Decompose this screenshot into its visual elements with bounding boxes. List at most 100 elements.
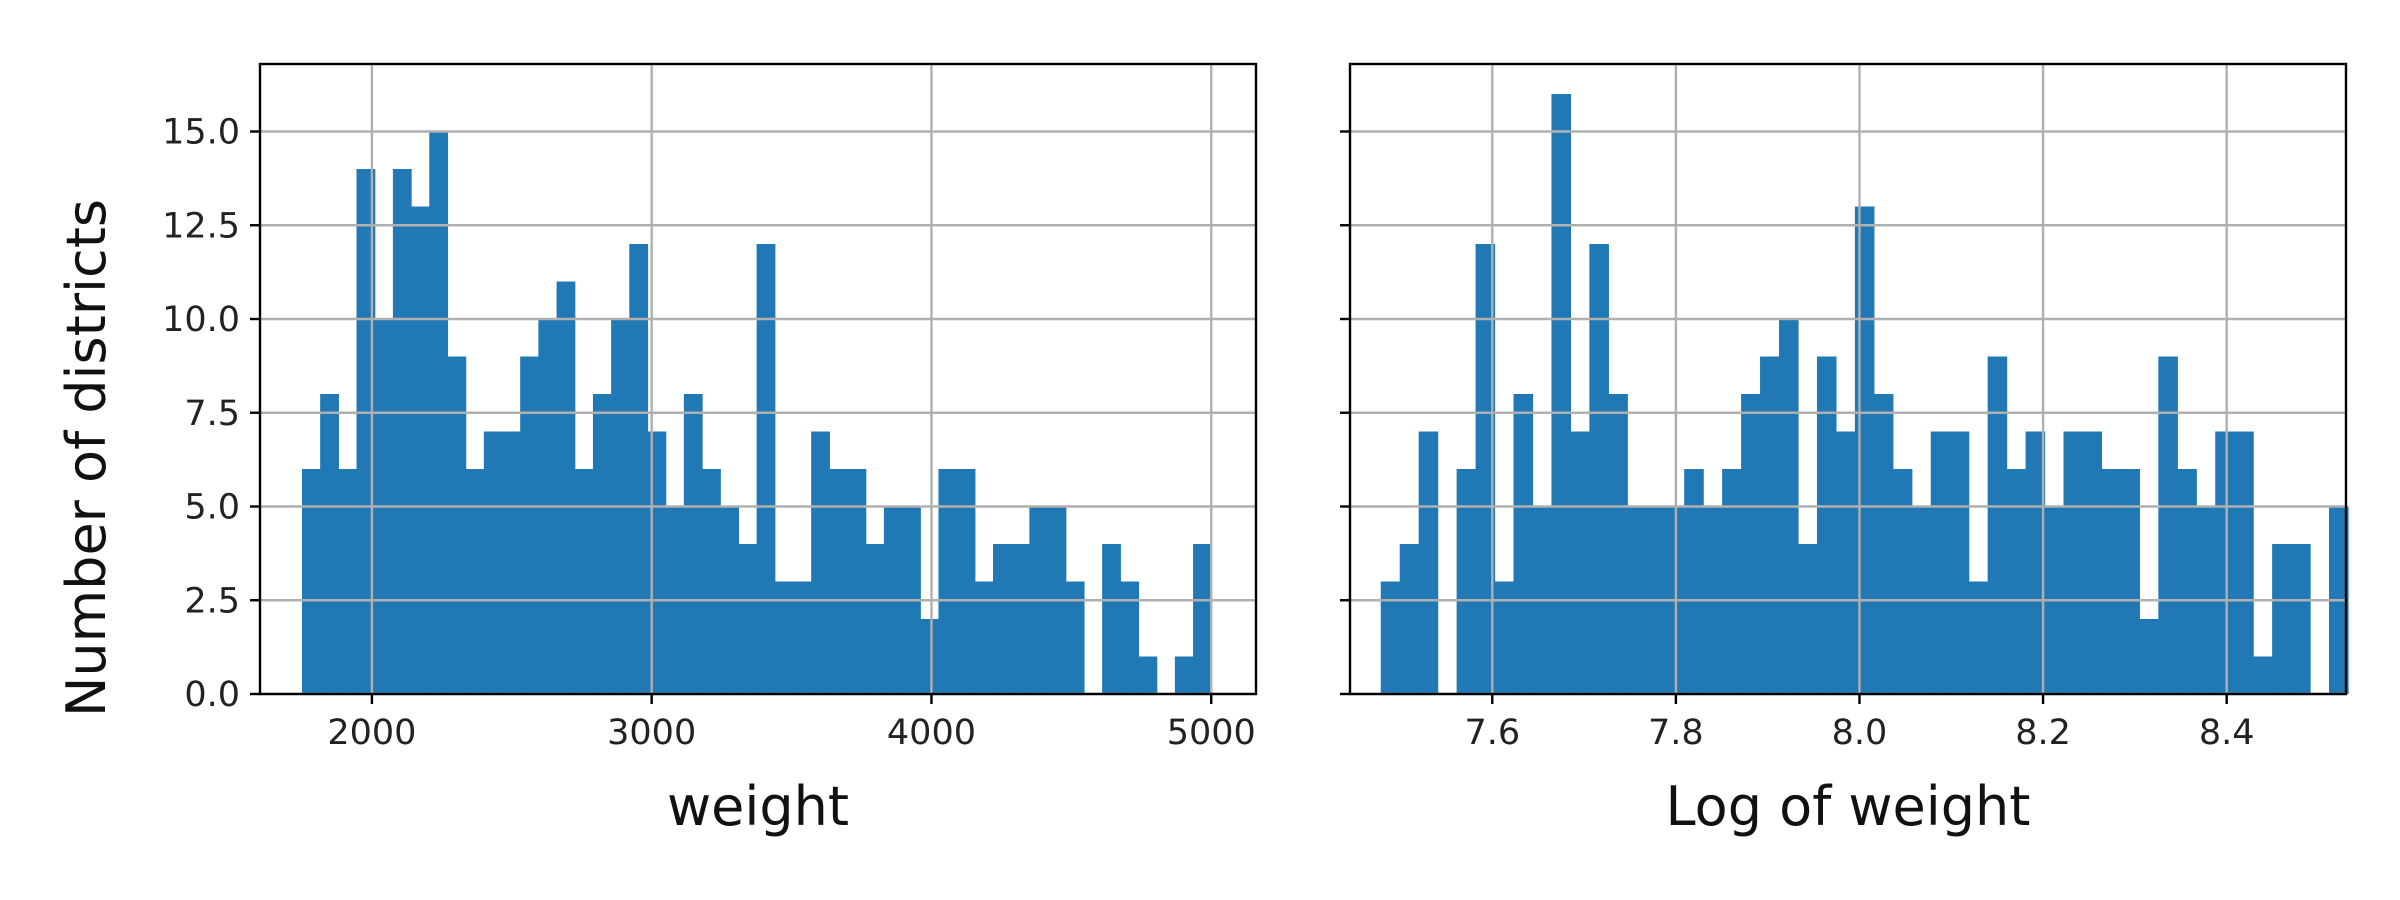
histogram-bar [1456, 469, 1477, 694]
histogram-bar [447, 356, 467, 694]
y-tick-label: 0.0 [184, 675, 240, 715]
histogram-bar [1570, 431, 1590, 694]
y-tick-label: 2.5 [184, 581, 240, 621]
histogram-bar [647, 431, 667, 694]
log-weight-plot-area: 7.6 7.8 8.0 8.2 8.4 [1340, 62, 2349, 753]
weight-histogram-panel: 2000 3000 4000 5000 0.0 2.5 5.0 7.5 10.0 12.5 15.0… [55, 62, 1258, 838]
histogram-bar [1475, 244, 1496, 694]
weight-x-axis-label: weight [667, 775, 849, 838]
histogram-bar [1987, 356, 2008, 694]
histogram-bar [411, 206, 430, 694]
histogram-bar [2291, 544, 2311, 694]
x-tick-label: 8.0 [1832, 713, 1888, 753]
histogram-bar [629, 244, 649, 694]
grid-lines [1350, 64, 2346, 696]
histogram-bar [1949, 431, 1970, 694]
histogram-bar [1854, 206, 1875, 694]
histogram-bar [1835, 431, 1856, 694]
log-weight-histogram-panel: 7.6 7.8 8.0 8.2 8.4 Log of weight [1340, 62, 2349, 838]
histogram-bar [756, 244, 776, 694]
histogram-bar [338, 469, 358, 694]
histogram-bar [1551, 94, 1572, 694]
histogram-bar [1513, 394, 1534, 694]
histogram-bar [2253, 656, 2273, 694]
weight-plot-area: 2000 3000 4000 5000 0.0 2.5 5.0 7.5 10.0 12.5 15.0 [162, 62, 1258, 753]
histogram-bar [1722, 469, 1742, 694]
histogram-bar [1494, 581, 1515, 694]
histogram-bar [1399, 544, 1420, 694]
log-weight-x-axis-label: Log of weight [1666, 775, 2031, 838]
histogram-bar [1684, 469, 1704, 694]
x-tick-label: 4000 [887, 713, 976, 753]
histogram-bar [811, 431, 830, 694]
y-tick-label: 15.0 [162, 113, 240, 153]
histogram-bar [301, 469, 321, 694]
histogram-bar [829, 469, 849, 694]
histogram-bar [1797, 544, 1818, 694]
histogram-bar [1380, 581, 1401, 694]
y-tick-label: 7.5 [184, 394, 240, 434]
histogram-bar [2177, 469, 2197, 694]
bars [1380, 94, 2349, 694]
histogram-bar [1120, 581, 1140, 694]
histogram-bar [1608, 394, 1628, 694]
histogram-bar [956, 469, 976, 694]
histogram-bar [702, 469, 721, 694]
histogram-bar [2272, 544, 2292, 694]
histogram-bar [556, 281, 576, 694]
x-tick-label: 3000 [607, 713, 696, 753]
histogram-bar [774, 581, 794, 694]
histogram-bar [465, 469, 485, 694]
histogram-bar [683, 394, 703, 694]
histogram-bar [993, 544, 1012, 694]
histogram-bar [1418, 431, 1439, 694]
histogram-bar [792, 581, 812, 694]
histogram-bar [2120, 469, 2140, 694]
histogram-bar [1138, 656, 1158, 694]
histogram-bar [2063, 431, 2084, 694]
histogram-bar [2215, 431, 2235, 694]
x-tick-label: 2000 [327, 713, 416, 753]
histogram-bar [1174, 656, 1194, 694]
histogram-bar [592, 394, 612, 694]
grid-lines [260, 64, 1256, 696]
histogram-bar [1930, 431, 1951, 694]
histogram-bar [865, 544, 885, 694]
histogram-bar [574, 469, 594, 694]
histogram-bar [2139, 619, 2159, 694]
histogram-bar [2025, 431, 2046, 694]
histogram-bar [1011, 544, 1030, 694]
histogram-bar [320, 394, 339, 694]
histogram-bar [1741, 394, 1761, 694]
histogram-bar [502, 431, 521, 694]
histogram-bar [974, 581, 994, 694]
histogram-bar [847, 469, 867, 694]
histogram-bar [1873, 394, 1894, 694]
histogram-bar [2006, 469, 2027, 694]
histogram-bar [2101, 469, 2121, 694]
axes-frame [258, 62, 1258, 696]
histogram-bar [938, 469, 958, 694]
x-tick-label: 5000 [1167, 713, 1256, 753]
histogram-bar [1102, 544, 1121, 694]
histogram-bar [1968, 581, 1989, 694]
y-tick-label: 5.0 [184, 488, 240, 528]
y-axis-label: Number of districts [55, 199, 118, 717]
histogram-bar [2234, 431, 2254, 694]
histogram-bar [483, 431, 503, 694]
histogram-bar [392, 169, 412, 694]
histogram-bar [2082, 431, 2103, 694]
y-tick-label: 12.5 [162, 206, 240, 246]
x-tick-label: 7.8 [1648, 713, 1704, 753]
histogram-bar [920, 619, 940, 694]
histogram-bar [1193, 544, 1212, 694]
x-tick-label: 8.2 [2015, 713, 2071, 753]
histogram-bar [738, 544, 758, 694]
axes-frame [1348, 62, 2348, 696]
x-tick-label: 8.4 [2199, 713, 2255, 753]
histogram-bar [356, 169, 376, 694]
histogram-bar [1892, 469, 1913, 694]
y-tick-label: 10.0 [162, 300, 240, 340]
histogram-bar [520, 356, 539, 694]
